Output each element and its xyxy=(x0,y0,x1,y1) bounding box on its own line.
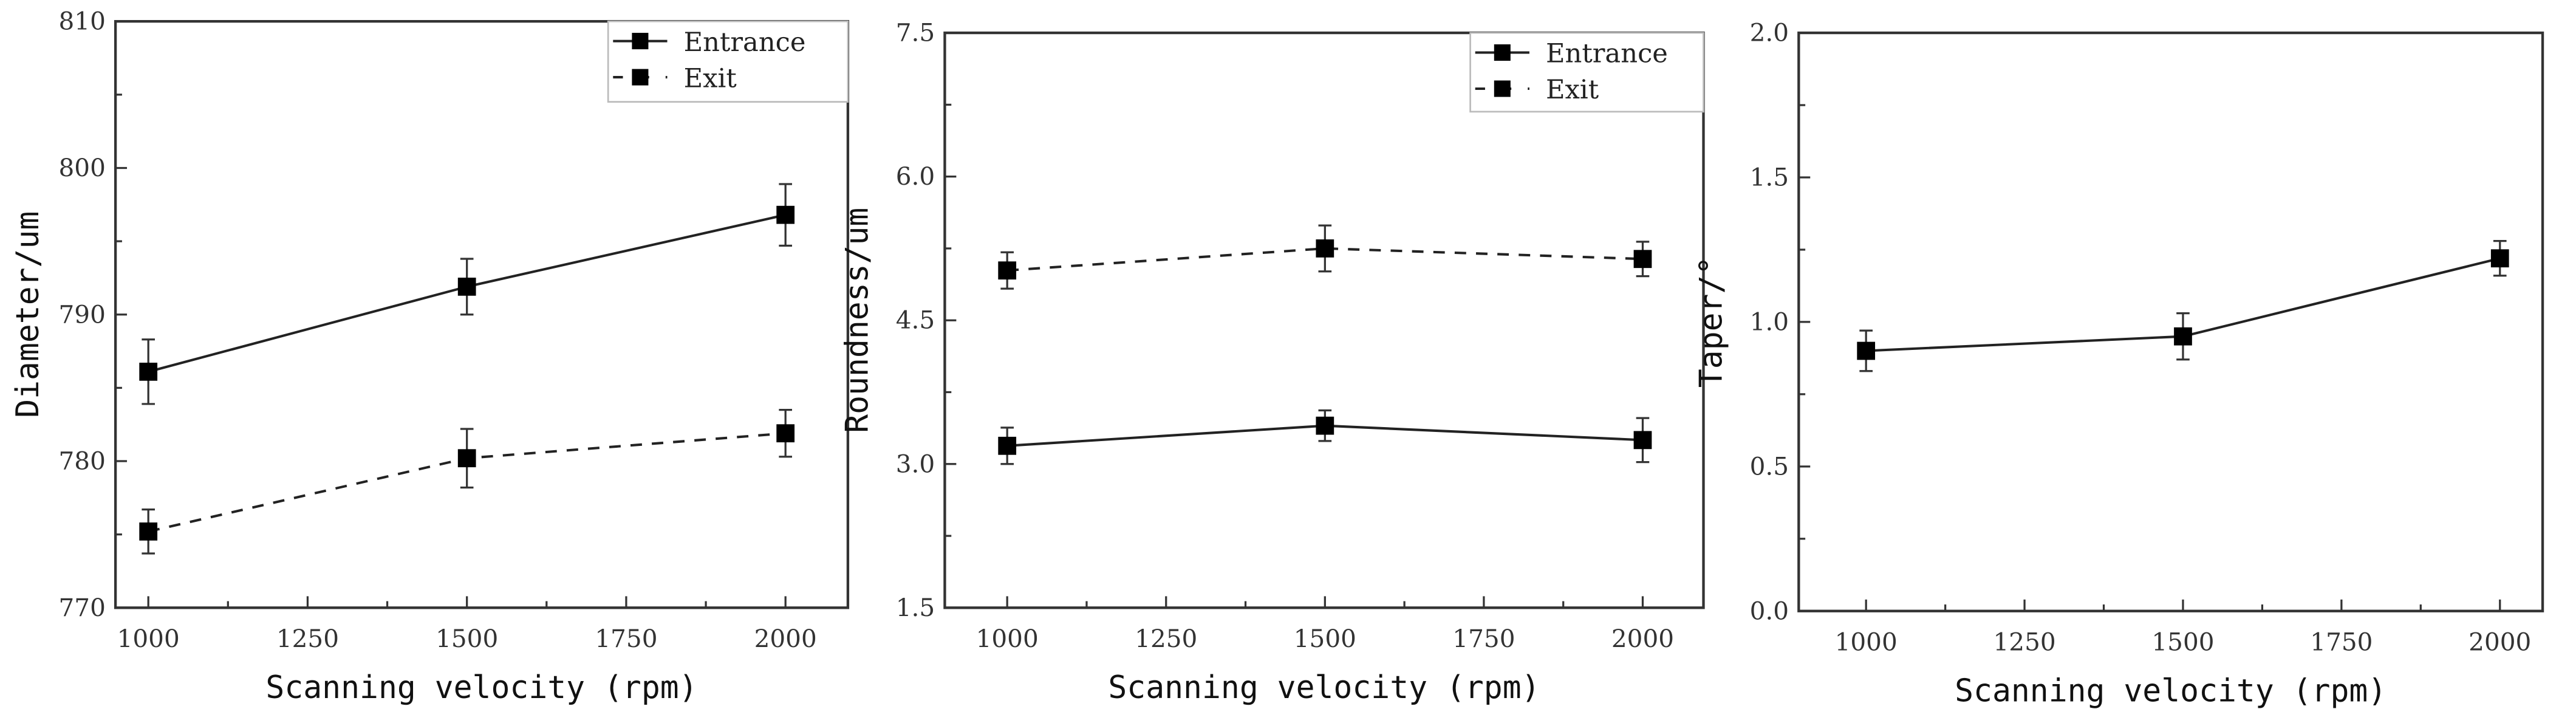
legend: Entrance Exit xyxy=(1469,32,1704,113)
data-point xyxy=(998,436,1017,455)
y-tick-label: 0.0 xyxy=(1750,596,1789,625)
plot-frame xyxy=(1797,31,2544,612)
y-tick-label: 0.5 xyxy=(1750,451,1789,481)
legend-marker xyxy=(1494,80,1511,97)
legend-label: Entrance xyxy=(1546,39,1668,69)
x-tick-label: 1250 xyxy=(1993,628,2055,657)
x-tick-label: 2000 xyxy=(754,624,817,653)
chart-2: 1000 1250 1500 1750 2000 1.5 3.0 4.5 6.0 7.5 Scann… xyxy=(839,18,1705,706)
y-tick-label: 780 xyxy=(58,447,105,476)
legend-label: Exit xyxy=(1546,75,1599,105)
x-tick-label: 1500 xyxy=(1294,624,1356,653)
data-point xyxy=(776,424,795,443)
plot-frame xyxy=(114,19,850,609)
data-point xyxy=(1857,341,1876,360)
x-tick-label: 1750 xyxy=(2310,628,2373,657)
y-tick-label: 1.5 xyxy=(896,593,935,622)
series-entrance xyxy=(998,409,1652,465)
data-point xyxy=(457,278,476,296)
legend-label: Entrance xyxy=(684,27,806,58)
x-axis-label: Scanning velocity (rpm) xyxy=(265,669,697,706)
y-tick-label: 1.5 xyxy=(1750,163,1789,192)
y-tick-label: 770 xyxy=(58,593,105,622)
x-tick-label: 2000 xyxy=(2468,628,2531,657)
data-point xyxy=(1316,416,1334,435)
x-tick-label: 1750 xyxy=(1452,624,1515,653)
x-tick-label: 1000 xyxy=(117,624,180,653)
x-tick-label: 1500 xyxy=(2151,628,2214,657)
data-point xyxy=(139,362,158,381)
series-exit xyxy=(998,224,1652,290)
series-exit xyxy=(139,408,795,555)
y-tick-label: 800 xyxy=(58,153,105,182)
x-tick-label: 1000 xyxy=(976,624,1039,653)
y-tick-label: 1.0 xyxy=(1750,307,1789,336)
x-tick-label: 1750 xyxy=(595,624,657,653)
y-tick-label: 790 xyxy=(58,300,105,329)
y-tick-label: 3.0 xyxy=(896,449,935,478)
x-axis-label: Scanning velocity (rpm) xyxy=(1108,669,1540,706)
x-tick-label: 1500 xyxy=(436,624,498,653)
chart-3: 1000 1250 1500 1750 2000 0.0 0.5 1.0 1.5 2.0 Scann… xyxy=(1693,18,2544,709)
y-tick-label: 7.5 xyxy=(896,18,935,47)
data-point xyxy=(2490,249,2509,268)
y-axis-label: Diameter/um xyxy=(10,211,46,418)
data-point xyxy=(1316,239,1334,258)
data-point xyxy=(457,449,476,468)
legend-label: Exit xyxy=(684,63,737,94)
x-axis-label: Scanning velocity (rpm) xyxy=(1955,673,2386,709)
legend: Entrance Exit xyxy=(607,20,849,103)
x-tick-label: 2000 xyxy=(1611,624,1674,653)
x-tick-label: 1250 xyxy=(1135,624,1197,653)
plot-frame xyxy=(943,31,1705,609)
data-point xyxy=(139,522,158,541)
legend-marker xyxy=(632,33,649,50)
legend-marker xyxy=(1494,44,1511,61)
series-taper xyxy=(1857,240,2509,372)
y-axis-label: Roundness/um xyxy=(839,208,875,433)
y-tick-label: 810 xyxy=(58,7,105,36)
y-tick-label: 6.0 xyxy=(896,162,935,191)
legend-marker xyxy=(632,69,649,86)
data-point xyxy=(776,205,795,224)
y-axis-label: Taper/° xyxy=(1693,256,1729,388)
data-point xyxy=(1633,431,1652,450)
series-entrance xyxy=(139,183,795,405)
data-point xyxy=(1633,250,1652,269)
y-tick-label: 2.0 xyxy=(1750,18,1789,47)
x-tick-label: 1000 xyxy=(1835,628,1898,657)
chart-1: 1000 1250 1500 1750 2000 770 780 790 800 810 Scann… xyxy=(10,7,850,706)
data-point xyxy=(998,261,1017,280)
data-point xyxy=(2174,327,2192,346)
x-tick-label: 1250 xyxy=(276,624,339,653)
y-tick-label: 4.5 xyxy=(896,306,935,335)
